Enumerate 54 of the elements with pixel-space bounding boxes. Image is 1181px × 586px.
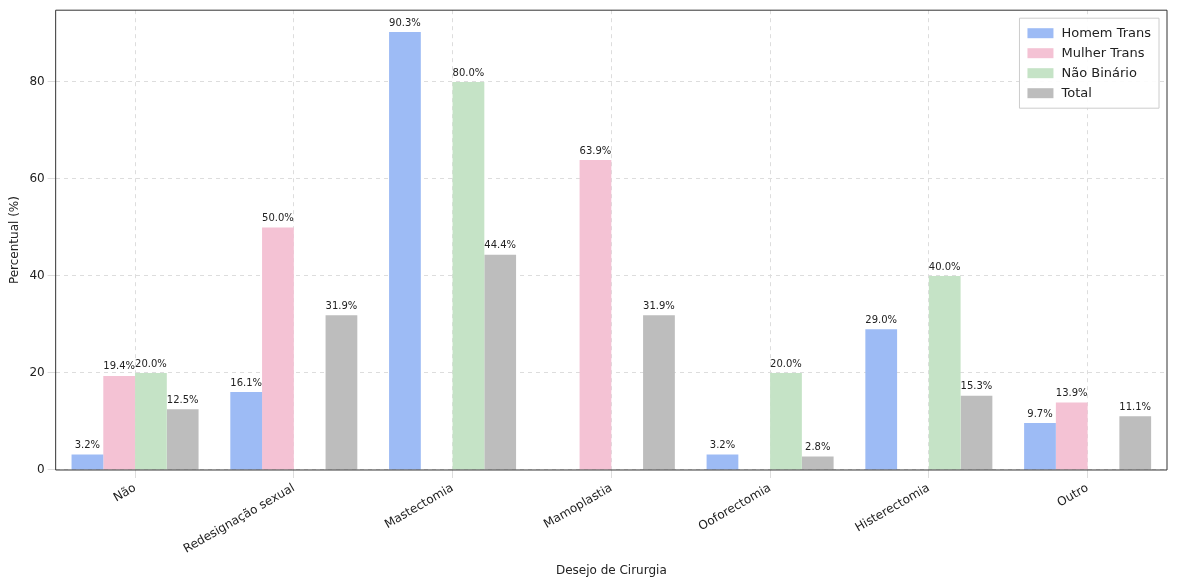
bar [389, 32, 421, 470]
bar [579, 160, 612, 470]
y-tick-label: 0 [37, 462, 45, 477]
data-label: 3.2% [709, 439, 736, 451]
bar [1024, 422, 1056, 470]
data-label: 2.8% [805, 441, 831, 453]
bar [103, 375, 136, 470]
data-label: 3.2% [74, 439, 101, 451]
data-label: 40.0% [928, 260, 961, 272]
data-label: 11.1% [1119, 400, 1152, 412]
data-label: 63.9% [579, 144, 612, 156]
x-axis-title: Desejo de Cirurgia [555, 562, 667, 577]
data-label: 29.0% [865, 313, 898, 325]
bar [166, 409, 199, 470]
bar [960, 395, 993, 470]
data-label: 90.3% [389, 16, 421, 28]
legend-label: Não Binário [1061, 64, 1137, 80]
data-label: 20.0% [135, 357, 167, 369]
legend-label: Total [1060, 84, 1092, 100]
bar [71, 454, 104, 470]
data-label: 50.0% [262, 212, 294, 224]
bar [706, 454, 739, 470]
data-label: 19.4% [103, 360, 136, 372]
bar [801, 456, 834, 470]
bar [262, 227, 294, 470]
data-label: 44.4% [484, 239, 517, 251]
bar [928, 275, 961, 470]
bar [135, 372, 167, 470]
y-tick-label: 20 [29, 365, 45, 380]
data-label: 13.9% [1055, 387, 1088, 399]
data-label: 15.3% [960, 380, 993, 392]
bar [1055, 402, 1088, 470]
bar [770, 372, 802, 470]
y-tick-label: 80 [29, 74, 45, 89]
data-label: 16.1% [230, 376, 263, 388]
data-label: 9.7% [1027, 407, 1053, 419]
data-label: 31.9% [325, 299, 358, 311]
data-label: 80.0% [452, 66, 485, 78]
y-tick-label: 40 [29, 268, 45, 283]
y-tick-label: 60 [29, 171, 45, 186]
bar [452, 81, 485, 470]
legend-label: Homem Trans [1061, 24, 1152, 40]
bar [865, 329, 898, 470]
bar [643, 315, 675, 470]
data-label: 31.9% [643, 299, 675, 311]
bar [230, 391, 263, 470]
legend-label: Mulher Trans [1061, 44, 1145, 60]
data-label: 20.0% [770, 357, 802, 369]
bar [484, 254, 517, 470]
y-axis-title: Percentual (%) [7, 196, 22, 285]
x-tick-label: Não [110, 480, 139, 505]
bar [325, 315, 358, 470]
bar [1119, 416, 1152, 470]
data-label: 12.5% [166, 393, 199, 405]
